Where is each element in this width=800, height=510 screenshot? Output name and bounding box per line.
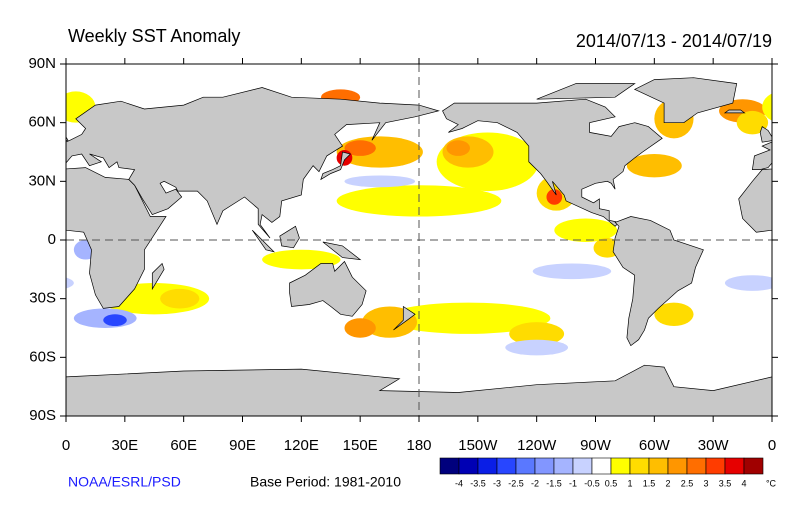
colorbar-label: -1 — [569, 478, 577, 488]
anomaly-patch — [344, 175, 416, 188]
colorbar-box — [686, 457, 707, 475]
colorbar-label: 1.5 — [643, 478, 656, 488]
landmass — [66, 167, 167, 309]
landmass — [289, 260, 367, 317]
landmass — [66, 364, 772, 416]
colorbar-box — [629, 457, 650, 475]
lat-tick-label: 90N — [28, 55, 56, 72]
colorbar-label: -3 — [493, 478, 501, 488]
colorbar-box — [667, 457, 688, 475]
lon-tick-label: 150W — [458, 437, 498, 454]
landmass — [723, 109, 746, 114]
colorbar-box — [591, 457, 612, 475]
lat-tick-label: 60S — [29, 348, 56, 365]
lat-tick-label: 60N — [28, 114, 56, 131]
landmass — [751, 141, 772, 170]
base-period: Base Period: 1981-2010 — [250, 474, 401, 490]
colorbar-label: -2.5 — [508, 478, 524, 488]
lon-tick-label: 30W — [698, 437, 730, 454]
axes: 90N 60N 30N 0 30S 60S 90S 0 30E 60E 90E 120E 150E 180… — [28, 55, 778, 454]
colorbar-label: -3.5 — [470, 478, 486, 488]
colorbar: -4 -3.5 -3 -2.5 -2 -1.5 -1 -0.5 0.5 1 1.5 2 2.5 3 3.5 4… — [439, 457, 777, 488]
anomaly-patch — [724, 275, 772, 291]
lon-tick-label: 0 — [62, 437, 70, 454]
colorbar-box — [572, 457, 593, 475]
landmass — [536, 83, 636, 100]
lon-tick-label: 90E — [229, 437, 256, 454]
anomaly-patch — [554, 218, 618, 242]
colorbar-label: -0.5 — [584, 478, 600, 488]
anomaly-patch — [385, 302, 551, 334]
colorbar-label: 4 — [741, 478, 746, 488]
anomaly-patch — [762, 93, 772, 121]
lat-tick-label: 0 — [48, 231, 56, 248]
lon-tick-label: 180 — [406, 437, 431, 454]
lon-tick-label: 60W — [639, 437, 671, 454]
anomaly-patch — [344, 318, 376, 338]
landmass — [759, 126, 772, 143]
colorbar-label: -1.5 — [546, 478, 562, 488]
land — [66, 77, 772, 416]
anomaly-patch — [66, 277, 74, 289]
lon-tick-label: 90W — [580, 437, 612, 454]
colorbar-box — [724, 457, 745, 475]
landmass — [279, 225, 300, 249]
colorbar-label: 3.5 — [719, 478, 732, 488]
colorbar-box — [534, 457, 555, 475]
colorbar-box — [439, 457, 460, 475]
colorbar-label: 2 — [665, 478, 670, 488]
lat-tick-label: 90S — [29, 407, 56, 424]
landmass — [393, 305, 416, 331]
anomaly-patch — [654, 302, 694, 327]
lat-tick-label: 30S — [29, 290, 56, 307]
colorbar-box — [648, 457, 669, 475]
credit: NOAA/ESRL/PSD — [68, 474, 181, 490]
anomaly-patch — [532, 263, 612, 280]
lat-tick-label: 30N — [28, 172, 56, 189]
anomaly-patch — [546, 189, 563, 205]
colorbar-label: -4 — [455, 478, 463, 488]
anomaly-patch — [160, 288, 200, 309]
colorbar-box — [553, 457, 574, 475]
landmass — [322, 241, 362, 261]
date-range: 2014/07/13 - 2014/07/19 — [576, 31, 772, 51]
landmass — [151, 262, 165, 291]
colorbar-box — [610, 457, 631, 475]
colorbar-box — [458, 457, 479, 475]
anomaly-patch — [446, 140, 470, 156]
landmass — [612, 216, 704, 347]
colorbar-box — [477, 457, 498, 475]
lon-tick-label: 120W — [517, 437, 557, 454]
landmass — [738, 168, 772, 233]
anomaly-patch — [736, 110, 769, 135]
colorbar-box — [705, 457, 726, 475]
landmass — [442, 98, 663, 227]
colorbar-label: -2 — [531, 478, 539, 488]
colorbar-unit: °C — [766, 478, 777, 488]
lon-tick-label: 30E — [111, 437, 138, 454]
map-title: Weekly SST Anomaly — [68, 26, 240, 46]
lon-tick-label: 60E — [170, 437, 197, 454]
colorbar-box — [496, 457, 517, 475]
colorbar-box — [743, 457, 764, 475]
landmass — [633, 77, 738, 124]
landmass — [320, 151, 352, 181]
anomaly-patch — [344, 140, 376, 156]
landmass — [252, 229, 276, 253]
colorbar-label: 3 — [703, 478, 708, 488]
lon-tick-label: 150E — [343, 437, 378, 454]
anomaly-patch — [509, 322, 565, 346]
colorbar-label: 1 — [627, 478, 632, 488]
anomaly-patch — [505, 339, 569, 356]
landmass — [66, 87, 440, 239]
colorbar-label: 2.5 — [681, 478, 694, 488]
colorbar-box — [515, 457, 536, 475]
lon-tick-label: 0 — [768, 437, 776, 454]
anomaly-patch — [103, 314, 127, 327]
colorbar-label: 0.5 — [605, 478, 618, 488]
lon-tick-label: 120E — [284, 437, 319, 454]
anomaly-patch — [626, 153, 682, 178]
